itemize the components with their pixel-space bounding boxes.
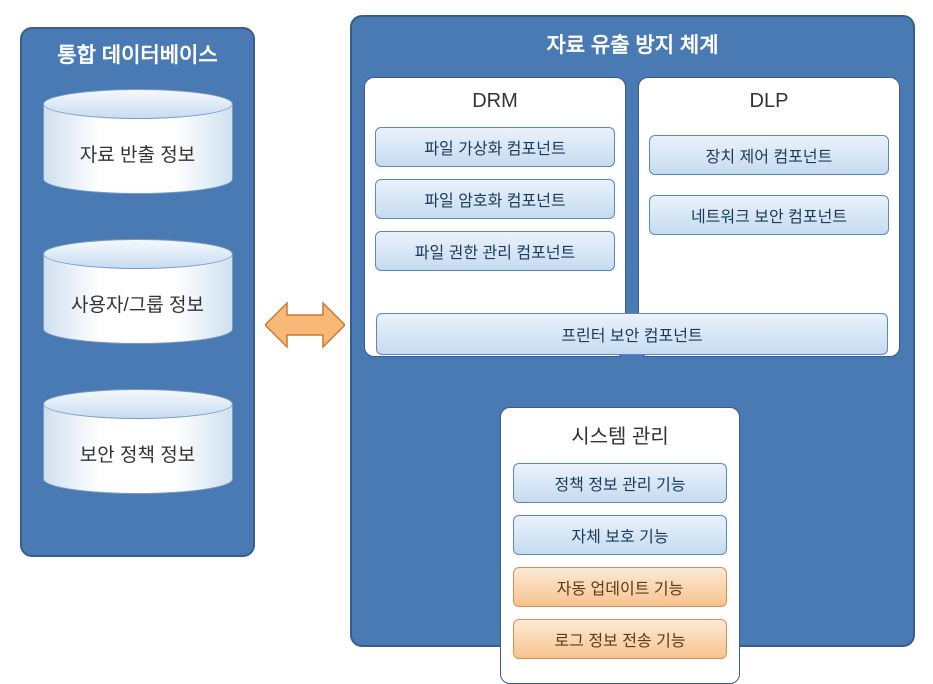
component-self-protection: 자체 보호 기능 [513,515,727,555]
component-file-virtualization: 파일 가상화 컴포넌트 [375,127,615,167]
dlp-system-panel: 자료 유출 방지 체계 DRM 파일 가상화 컴포넌트 파일 암호화 컴포넌트 … [350,15,915,647]
component-file-encryption: 파일 암호화 컴포넌트 [375,179,615,219]
database-panel-title: 통합 데이터베이스 [32,39,243,69]
cylinder-top [43,89,233,119]
component-log-transfer: 로그 정보 전송 기능 [513,619,727,659]
top-components-wrapper: DRM 파일 가상화 컴포넌트 파일 암호화 컴포넌트 파일 권한 관리 컴포넌… [364,77,901,367]
database-panel: 통합 데이터베이스 자료 반출 정보 사용자/그룹 정보 보안 정책 정보 [20,27,255,557]
component-file-permission: 파일 권한 관리 컴포넌트 [375,231,615,271]
component-auto-update: 자동 업데이트 기능 [513,567,727,607]
cylinder-label: 사용자/그룹 정보 [71,280,204,317]
component-network-security: 네트워크 보안 컴포넌트 [649,195,889,235]
dlp-system-title: 자료 유출 방지 체계 [364,29,901,59]
cylinder-top [43,239,233,269]
diagram-root: 통합 데이터베이스 자료 반출 정보 사용자/그룹 정보 보안 정책 정보 자 [20,15,915,647]
cylinder-security-policy: 보안 정책 정보 [43,389,233,509]
cylinder-label: 보안 정책 정보 [80,430,195,467]
cylinder-user-group: 사용자/그룹 정보 [43,239,233,359]
system-title: 시스템 관리 [513,420,727,449]
cylinder-label: 자료 반출 정보 [80,130,195,167]
drm-title: DRM [375,90,615,113]
component-printer-security: 프린터 보안 컴포넌트 [376,313,888,355]
system-management-panel: 시스템 관리 정책 정보 관리 기능 자체 보호 기능 자동 업데이트 기능 로… [500,407,740,684]
bidirectional-arrow-icon [265,295,345,355]
cylinder-top [43,389,233,419]
component-device-control: 장치 제어 컴포넌트 [649,135,889,175]
dlp-title: DLP [649,90,889,113]
cylinder-export-info: 자료 반출 정보 [43,89,233,209]
component-policy-management: 정책 정보 관리 기능 [513,463,727,503]
